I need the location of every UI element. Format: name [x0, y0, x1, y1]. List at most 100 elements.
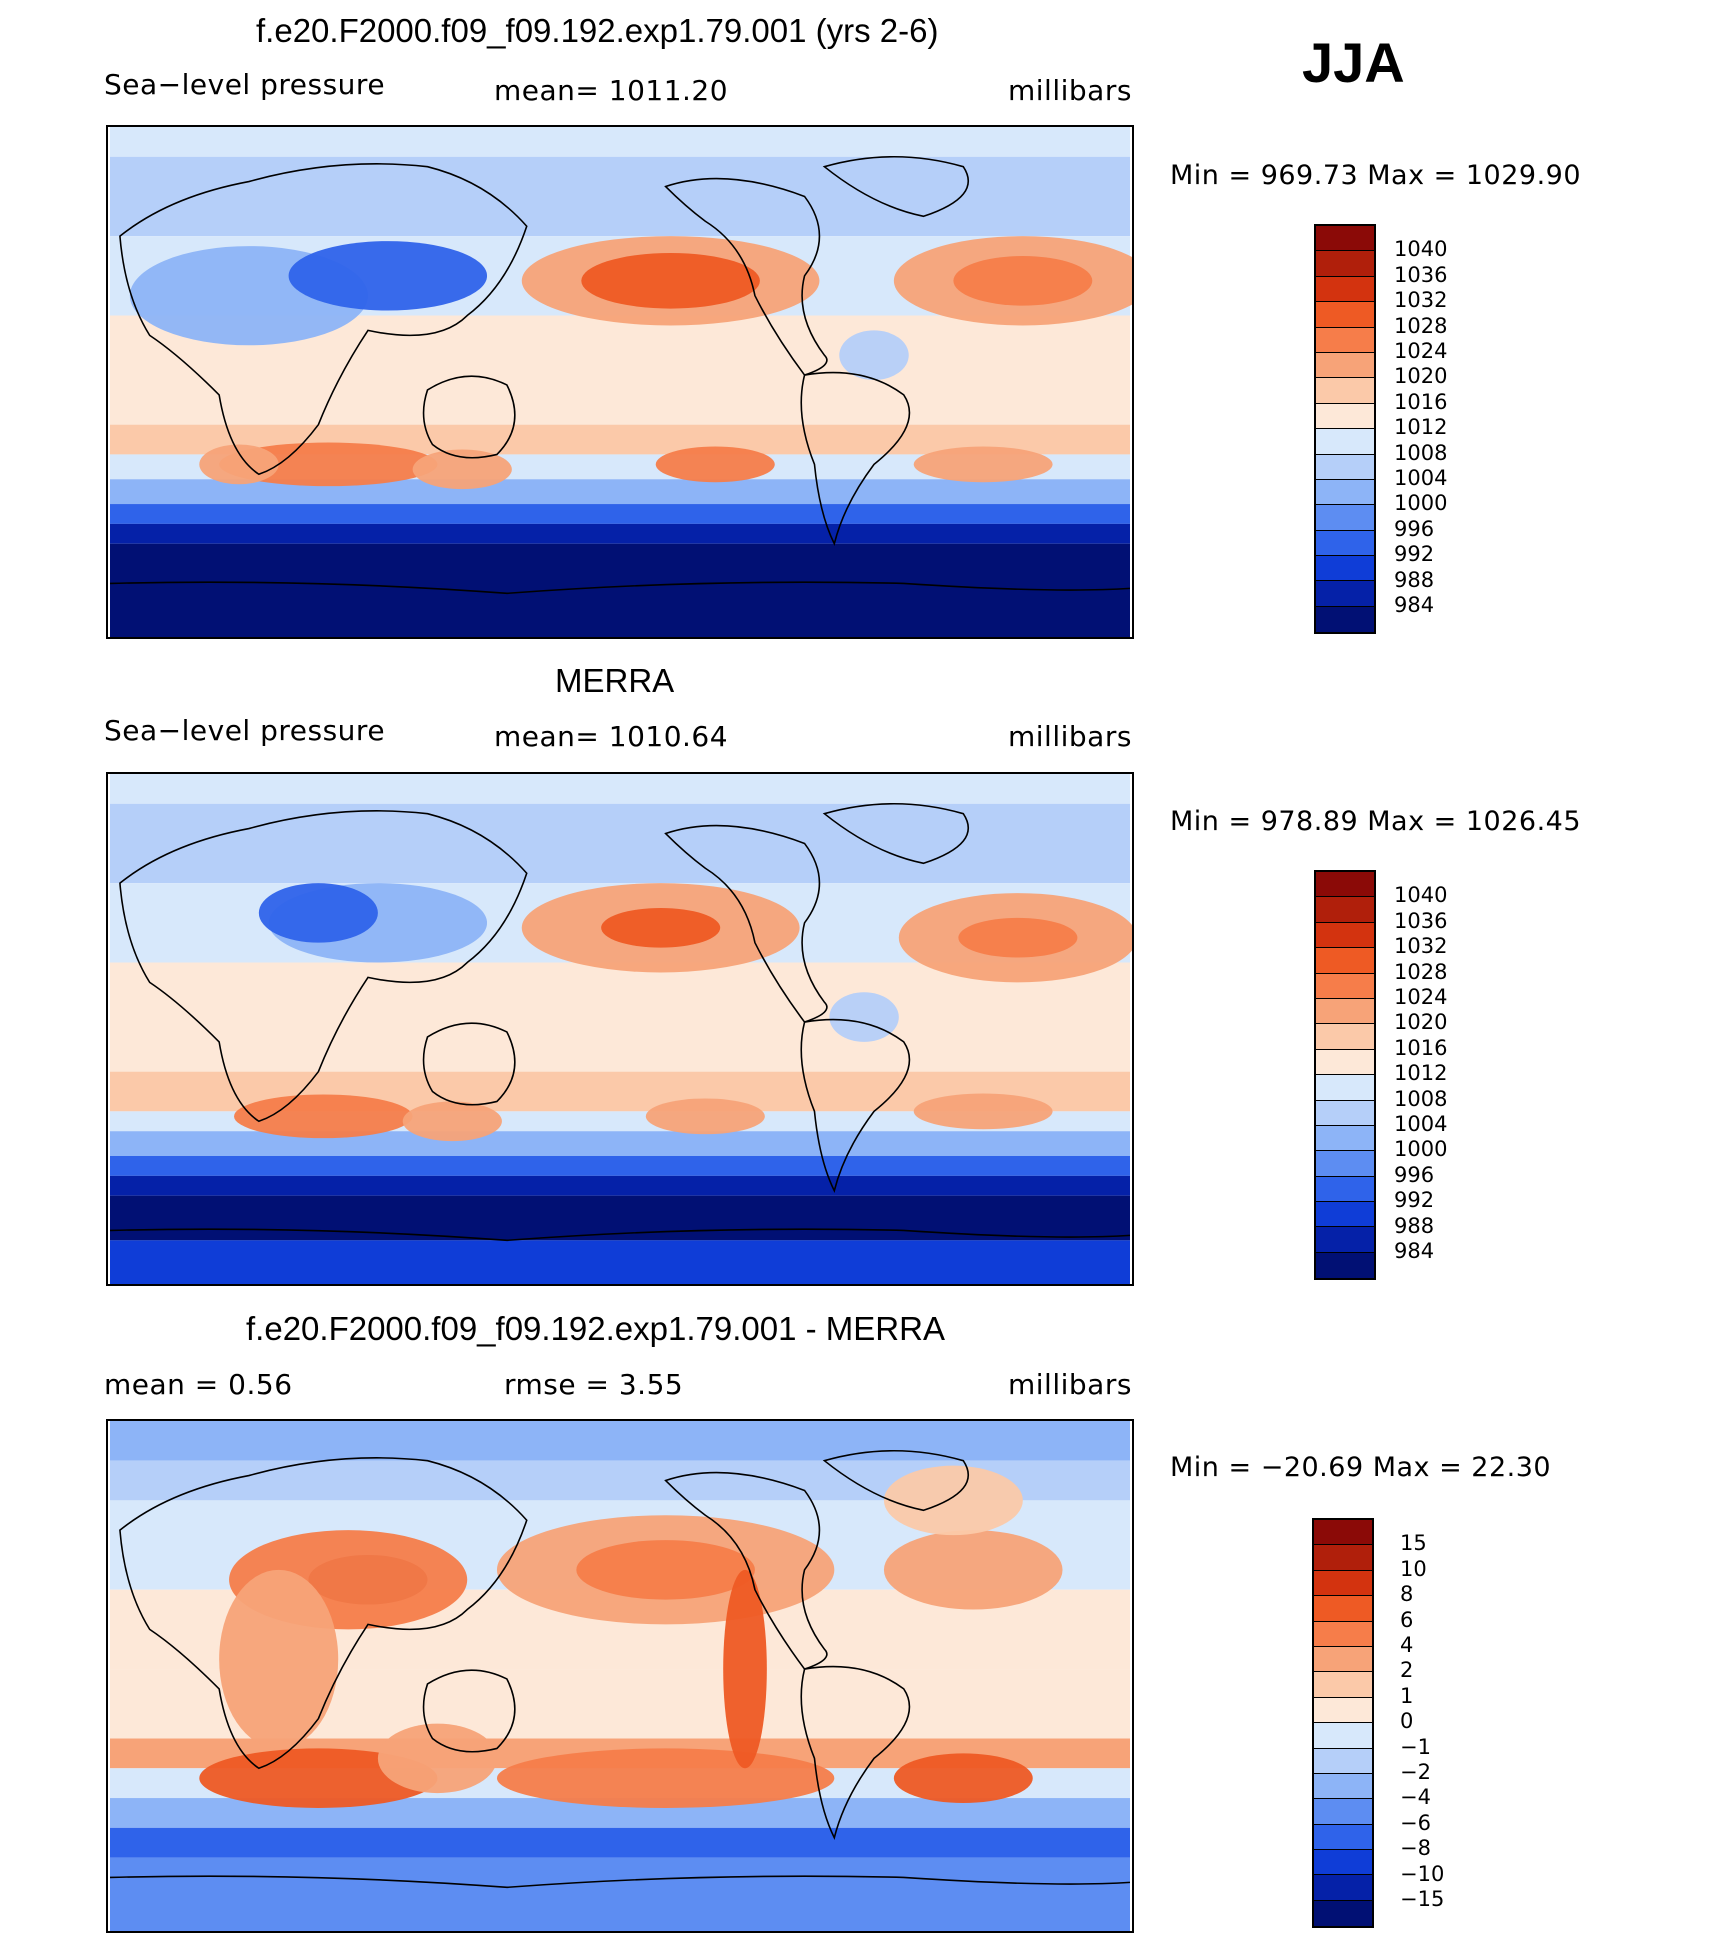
contour-cell	[655, 446, 775, 483]
colorbar-swatch	[1314, 1723, 1372, 1749]
contour-band	[110, 380, 1130, 425]
contour-band	[110, 479, 1130, 505]
colorbar-tick-label: 0	[1400, 1709, 1414, 1734]
colorbar-swatch	[1316, 556, 1374, 582]
contour-band	[110, 1031, 1130, 1072]
colorbar-swatch	[1314, 1520, 1372, 1546]
colorbar-swatch	[1316, 530, 1374, 557]
colorbar-tick-label: 1004	[1394, 466, 1448, 490]
colorbar-tick-label: 1028	[1394, 959, 1448, 984]
contour-band	[110, 1827, 1130, 1858]
contour-cell	[288, 241, 488, 311]
colorbar-tick-label: 1016	[1394, 389, 1448, 414]
colorbar-swatch	[1316, 1202, 1374, 1228]
coastline	[800, 1018, 911, 1194]
contour-cell	[839, 330, 909, 381]
panel-title: f.e20.F2000.f09_f09.192.exp1.79.001 (yrs…	[256, 12, 939, 49]
colorbar-swatch	[1314, 1621, 1372, 1647]
colorbar-swatch	[1316, 872, 1374, 898]
contour-cell	[402, 1101, 502, 1142]
colorbar-swatch	[1316, 1049, 1374, 1076]
contour-cell	[496, 1748, 835, 1808]
colorbar-swatch	[1314, 1748, 1372, 1774]
colorbar-swatch	[1316, 1024, 1374, 1050]
colorbar-swatch	[1316, 973, 1374, 999]
colorbar-tick-label: −6	[1400, 1810, 1431, 1835]
coastline	[119, 810, 528, 1123]
contour-cell	[913, 1093, 1053, 1130]
coastline	[422, 1022, 516, 1106]
contour-band	[110, 127, 1130, 157]
colorbar-swatch	[1314, 1824, 1372, 1851]
colorbar-swatch	[1314, 1773, 1372, 1800]
contour-band	[110, 1156, 1130, 1176]
min-max-readout: Min = −20.69 Max = 22.30	[1170, 1452, 1552, 1483]
contour-band	[110, 774, 1130, 804]
colorbar-swatch	[1316, 581, 1374, 607]
colorbar-tick-label: 1	[1400, 1683, 1414, 1708]
contour-cell	[581, 253, 760, 309]
mean-value: mean= 1011.20	[494, 74, 729, 107]
mean-value: mean = 0.56	[104, 1368, 293, 1401]
slp-diff-map	[106, 1419, 1134, 1933]
contour-band	[110, 803, 1130, 884]
colorbar-tick-label: 1024	[1394, 985, 1448, 1009]
colorbar-tick-label: 1008	[1394, 440, 1448, 465]
min-max-readout: Min = 978.89 Max = 1026.45	[1170, 806, 1582, 837]
season-label: JJA	[1302, 31, 1405, 94]
coastline	[109, 1875, 1131, 1889]
contour-cell	[412, 449, 512, 490]
colorbar-swatch	[1316, 479, 1374, 506]
colorbar-tick-label: −10	[1400, 1861, 1445, 1886]
colorbar-swatch	[1316, 998, 1374, 1025]
colorbar-swatch	[1316, 251, 1374, 277]
colorbar-swatch	[1316, 403, 1374, 430]
colorbar-tick-label: 15	[1400, 1531, 1427, 1556]
colorbar-tick-label: −2	[1400, 1760, 1431, 1784]
coastline	[119, 163, 528, 476]
coastline	[109, 581, 1131, 595]
colorbar-tick-label: 1040	[1394, 237, 1448, 262]
contour-cell	[883, 1530, 1063, 1610]
colorbar-tick-label: −15	[1400, 1887, 1445, 1911]
colorbar-tick-label: 2	[1400, 1658, 1414, 1683]
colorbar-tick-label: 1028	[1394, 313, 1448, 338]
colorbar-tick-label: 1004	[1394, 1112, 1448, 1136]
contour-band	[110, 543, 1130, 637]
rmse-value: rmse = 3.55	[504, 1368, 684, 1401]
colorbar-swatch	[1316, 226, 1374, 252]
contour-cell	[199, 444, 279, 485]
colorbar-swatch	[1316, 327, 1374, 353]
colorbar-swatch	[1314, 1545, 1372, 1571]
colorbar-tick-label: −8	[1400, 1836, 1431, 1861]
colorbar-swatch	[1316, 897, 1374, 923]
contour-cell	[219, 1569, 339, 1749]
colorbar-tick-label: 992	[1394, 1188, 1435, 1213]
colorbar-tick-label: −1	[1400, 1734, 1431, 1759]
colorbar-tick-label: 1032	[1394, 934, 1448, 959]
colorbar-swatch	[1316, 429, 1374, 455]
colorbar-tick-label: 1032	[1394, 288, 1448, 313]
slp-map	[106, 772, 1134, 1286]
panel-title: MERRA	[555, 662, 675, 699]
colorbar-swatch	[1316, 606, 1374, 633]
colorbar-swatch	[1316, 352, 1374, 379]
colorbar-swatch	[1314, 1697, 1372, 1724]
coastline	[822, 1449, 969, 1512]
colorbar-tick-label: 1012	[1394, 415, 1448, 440]
contour-cell	[883, 1465, 1023, 1536]
colorbar-swatch	[1316, 454, 1374, 480]
colorbar-swatch	[1316, 505, 1374, 531]
colorbar-swatch	[1316, 1151, 1374, 1177]
colorbar-tick-label: 1000	[1394, 1137, 1448, 1162]
colorbar-tick-label: 1040	[1394, 883, 1448, 908]
colorbar-tick-label: 992	[1394, 542, 1435, 567]
coastline	[822, 155, 969, 218]
map-canvas	[109, 1421, 1131, 1931]
colorbar-swatch	[1314, 1799, 1372, 1825]
colorbar	[1314, 870, 1376, 1281]
colorbar-tick-label: 1016	[1394, 1035, 1448, 1060]
colorbar-tick-label: 10	[1400, 1556, 1427, 1581]
contour-cell	[913, 446, 1053, 483]
coastline	[119, 1457, 528, 1770]
